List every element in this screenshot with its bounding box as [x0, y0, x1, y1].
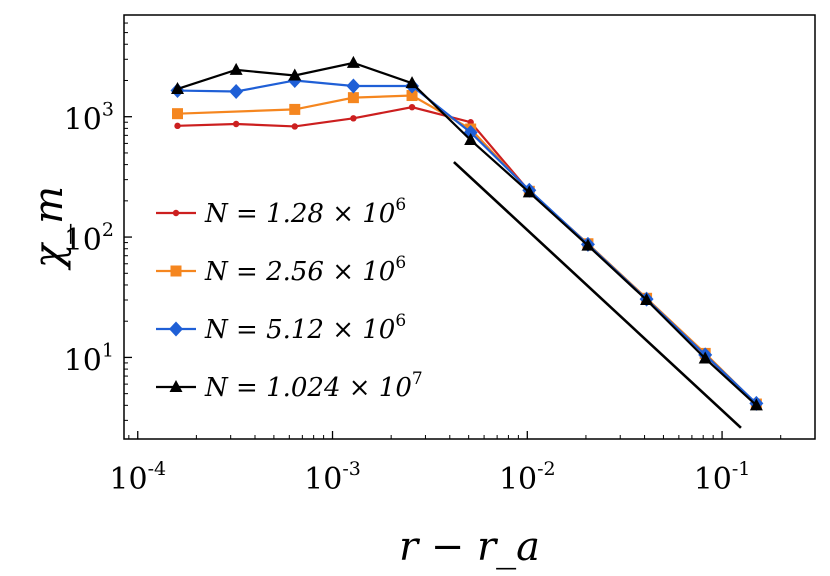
- y-tick-label: 101: [64, 339, 114, 378]
- series-4-point: [464, 133, 478, 146]
- legend-entry-2: N = 2.56 × 106: [156, 253, 406, 287]
- series-4-point: [640, 293, 654, 306]
- legend-entry-4: N = 1.024 × 107: [156, 369, 423, 403]
- legend-label: N = 5.12 × 106: [204, 311, 406, 345]
- series-line-3: [177, 79, 758, 405]
- series-4-point: [288, 68, 302, 81]
- legend-marker: [169, 321, 183, 337]
- y-axis-label: χ_m: [26, 186, 72, 271]
- series-1-point: [350, 115, 357, 122]
- series-4-point: [346, 55, 360, 68]
- plot-area: [170, 55, 764, 429]
- x-tick-label: 10-1: [694, 458, 751, 497]
- series-2-point: [172, 108, 184, 120]
- legend-marker: [169, 380, 183, 392]
- x-tick-base: 10: [694, 462, 732, 497]
- x-tick-label: 10-2: [499, 458, 556, 497]
- series-4-point: [171, 81, 185, 94]
- plot-frame: [123, 14, 816, 440]
- legend-label-exponent: 7: [412, 369, 423, 389]
- series-2-point: [347, 92, 359, 104]
- legend-marker: [172, 209, 180, 217]
- x-tick-label: 10-4: [109, 458, 166, 497]
- legend-label-exponent: 6: [395, 195, 406, 215]
- series-4-point: [405, 76, 419, 89]
- y-tick-exponent: 3: [102, 99, 114, 121]
- series-4-point: [698, 351, 712, 364]
- legend-label-exponent: 6: [395, 311, 406, 331]
- legend-label-main: N = 5.12 × 10: [204, 315, 395, 345]
- series-line-1: [177, 106, 758, 405]
- legend-label-main: N = 2.56 × 10: [204, 257, 395, 287]
- legend-label: N = 2.56 × 106: [204, 253, 406, 287]
- y-tick-exponent: 1: [102, 339, 114, 361]
- series-4-point: [581, 238, 595, 251]
- series-3-point: [229, 83, 244, 99]
- series-4-point: [229, 62, 243, 75]
- series-line-4: [177, 61, 758, 407]
- x-axis-label: r − r_a: [399, 524, 540, 570]
- series-1-point: [174, 122, 181, 130]
- y-tick-base: 10: [64, 343, 102, 378]
- reference-slope-line: [453, 161, 742, 429]
- series-2-point: [289, 103, 301, 115]
- legend-marker: [170, 265, 182, 277]
- x-tick-label: 10-3: [304, 458, 361, 497]
- legend-label-main: N = 1.28 × 10: [204, 199, 395, 229]
- y-tick-exponent: 2: [102, 219, 114, 241]
- y-tick-label: 102: [64, 219, 114, 258]
- x-tick-exponent: -2: [537, 458, 556, 480]
- series-1-point: [291, 123, 298, 130]
- legend-label-exponent: 6: [395, 253, 406, 273]
- series-3-point: [346, 78, 361, 94]
- y-tick-label: 103: [64, 99, 114, 138]
- y-tick-base: 10: [64, 223, 102, 258]
- x-tick-base: 10: [109, 462, 147, 497]
- series-4-point: [749, 398, 763, 411]
- legend-entry-3: N = 5.12 × 106: [156, 311, 406, 345]
- y-tick-base: 10: [64, 103, 102, 138]
- series-4-point: [522, 185, 536, 198]
- x-tick-exponent: -1: [732, 458, 751, 480]
- series-1-point: [408, 103, 416, 111]
- x-tick-exponent: -3: [342, 458, 361, 480]
- series-2-point: [406, 90, 418, 102]
- legend-label: N = 1.024 × 107: [204, 369, 423, 403]
- x-tick-base: 10: [304, 462, 342, 497]
- x-tick-base: 10: [499, 462, 537, 497]
- legend-entry-1: N = 1.28 × 106: [156, 195, 406, 229]
- series-1-point: [232, 120, 240, 128]
- x-tick-exponent: -4: [148, 458, 167, 480]
- legend-label-main: N = 1.024 × 10: [204, 373, 412, 403]
- legend-label: N = 1.28 × 106: [204, 195, 406, 229]
